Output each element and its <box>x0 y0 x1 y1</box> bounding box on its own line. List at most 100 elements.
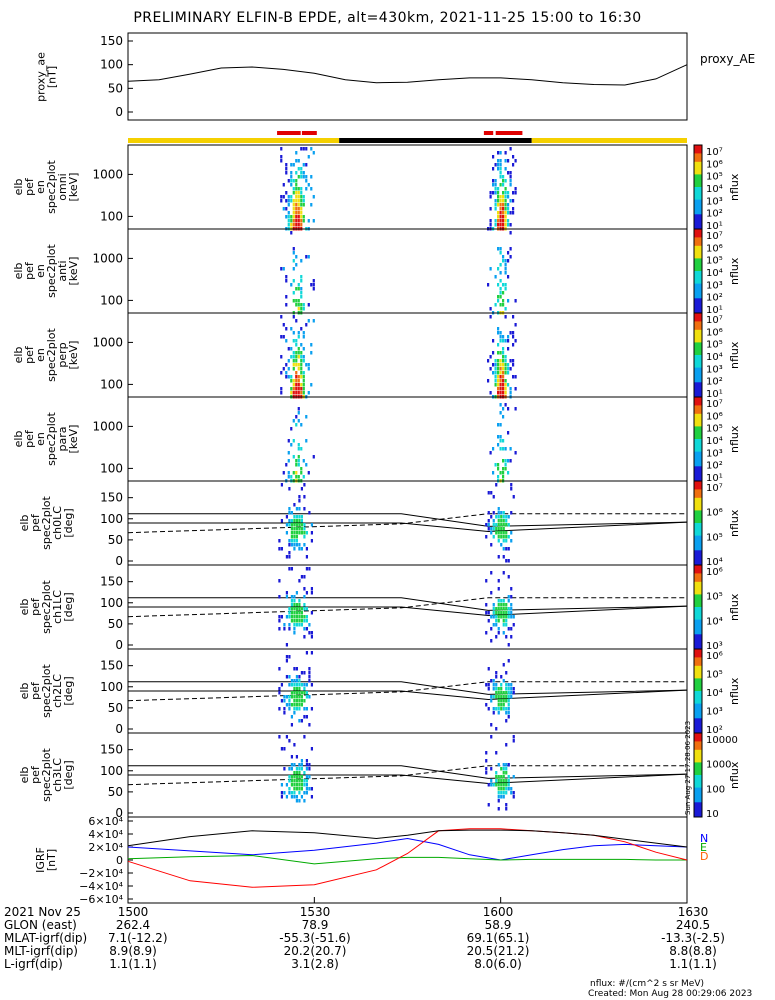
spectrogram-pixel <box>290 539 294 543</box>
spectrogram-pixel <box>509 211 512 215</box>
spectrogram-pixel <box>500 531 503 535</box>
colorbar-segment <box>694 294 702 297</box>
spectrogram-pixel <box>297 407 300 411</box>
colorbar-segment <box>694 187 702 190</box>
colorbar-segment <box>694 275 702 278</box>
spectrogram-pixel <box>495 751 498 755</box>
spectrogram-pixel <box>303 779 306 783</box>
spectrogram-pixel <box>300 175 303 179</box>
science-zone-bar <box>495 131 523 135</box>
spectrogram-pixel <box>310 531 314 535</box>
spectrogram-pixel <box>292 215 295 219</box>
spectrogram-pixel <box>290 443 293 447</box>
spectrogram-pixel <box>308 631 311 635</box>
footer-row-label: GLON (east) <box>4 918 77 932</box>
spectrogram-pixel <box>495 527 498 531</box>
colorbar-segment <box>694 300 702 303</box>
spectrogram-pixel <box>494 191 497 195</box>
spectrogram-pixel <box>288 567 291 571</box>
spectrogram-pixel <box>297 211 300 215</box>
spectrogram-pixel <box>497 187 500 191</box>
spectrogram-pixel <box>502 359 505 363</box>
spectrogram-pixel <box>292 219 295 223</box>
spectrogram-pixel <box>295 459 298 463</box>
colorbar-tick-label: 10¹ <box>706 305 723 316</box>
colorbar-segment <box>694 739 702 742</box>
spectrogram-pixel <box>287 199 290 203</box>
spectrogram-pixel <box>497 167 500 171</box>
spectrogram-pixel <box>502 795 505 799</box>
colorbar-segment <box>694 705 702 709</box>
spectrogram-pixel <box>489 219 492 223</box>
spectrogram-pixel <box>514 159 517 163</box>
spectrogram-pixel <box>293 543 296 547</box>
colorbar-segment <box>694 520 702 524</box>
spectrogram-pixel <box>497 383 500 387</box>
colorbar-segment <box>694 159 702 163</box>
spectrogram-pixel <box>305 791 309 795</box>
colorbar-segment <box>694 401 702 404</box>
spectrogram-pixel <box>487 707 490 711</box>
spectrogram-pixel <box>293 539 296 543</box>
colorbar-segment <box>694 470 702 474</box>
spectrogram-pixel <box>507 523 510 527</box>
spectrogram-pixel <box>499 435 502 439</box>
spectrogram-pixel <box>305 627 309 631</box>
spectrogram-pixel <box>499 219 502 223</box>
spectrogram-pixel <box>504 191 507 195</box>
spectrogram-pixel <box>504 215 507 219</box>
spectrogram-pixel <box>300 467 303 471</box>
footer-cell: 1500 <box>117 905 149 919</box>
spectrogram-pixel <box>282 267 285 271</box>
colorbar-segment <box>694 653 702 656</box>
spectrogram-pixel <box>293 547 296 551</box>
spectrogram-pixel <box>514 191 517 195</box>
spectrogram-pixel <box>505 531 508 535</box>
spectrogram-pixel <box>295 219 298 223</box>
footer-row: L-igrf(dip) 1.1(1.1) 3.1(2.8) 8.0(6.0) 1.1(1… <box>0 958 775 971</box>
spectrogram-pixel <box>303 671 306 675</box>
spectrogram-pixel <box>300 207 303 211</box>
colorbar-segment <box>694 623 702 627</box>
colorbar-segment <box>694 777 702 780</box>
spectrogram-pixel <box>305 607 309 611</box>
spectrogram-pixel <box>504 187 507 191</box>
spectrogram-pixel <box>492 351 495 355</box>
spectrogram-pixel <box>290 775 294 779</box>
spectrogram-pixel <box>494 303 497 307</box>
colorbar-tick-label: 10⁵ <box>706 340 723 351</box>
colorbar-segment <box>694 163 702 167</box>
spectrogram-pixel <box>300 187 303 191</box>
spectrogram-pixel <box>512 331 515 335</box>
state-bar-yellow <box>531 138 687 143</box>
spectrogram-pixel <box>295 287 298 291</box>
spectrogram-pixel <box>290 355 293 359</box>
spectrogram-pixel <box>303 535 306 539</box>
spectrogram-pixel <box>502 375 505 379</box>
spectrogram-pixel <box>280 355 283 359</box>
spectrogram-pixel <box>278 667 281 671</box>
spectrogram-pixel <box>298 579 301 583</box>
spectrogram-pixel <box>497 507 500 511</box>
spectrogram-pixel <box>499 423 502 427</box>
spectrogram-pixel <box>502 539 505 543</box>
colorbar-segment <box>694 241 702 245</box>
colorbar-segment <box>694 182 702 186</box>
spectrogram-pixel <box>494 223 497 227</box>
spectrogram-pixel <box>312 319 315 323</box>
colorbar-segment <box>694 558 702 562</box>
colorbar-segment <box>694 319 702 322</box>
spectrogram-pixel <box>285 659 289 663</box>
spectrogram-pixel <box>300 291 303 295</box>
spectrogram-pixel <box>298 603 301 607</box>
spectrogram-pixel <box>305 179 308 183</box>
spectrogram-pixel <box>492 519 495 523</box>
spectrogram-pixel <box>295 783 299 787</box>
spectrogram-pixel <box>507 783 510 787</box>
colorbar-segment <box>694 613 702 616</box>
colorbar-segment <box>694 277 702 280</box>
spectrogram-pixel <box>494 183 497 187</box>
spectrogram-pixel <box>305 615 309 619</box>
spectrogram-pixel <box>499 375 502 379</box>
spectrogram-pixel <box>507 763 510 767</box>
